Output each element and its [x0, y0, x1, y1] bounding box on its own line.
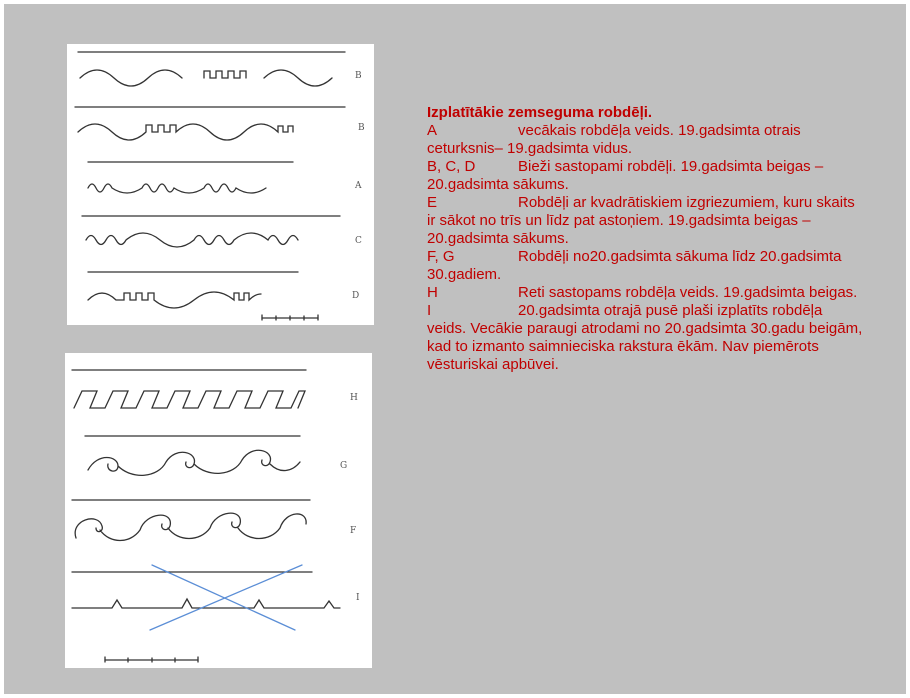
image-2 — [65, 353, 372, 668]
entry-text: Bieži sastopami robdēļi. 19.gadsimta bei… — [427, 158, 824, 193]
title: Izplatītākie zemseguma robdēļi. — [427, 104, 653, 121]
image-1-sketch — [74, 51, 346, 321]
entry: I 20.gadsimta otrajā pusē plaši izplatīts… — [427, 302, 863, 374]
entry-code: I — [427, 302, 432, 319]
cross-line — [149, 564, 303, 631]
entry: H Reti sastopams robdēļa veids. 19.gadsim… — [427, 284, 863, 302]
entry-text: vecākais robdēļa veids. 19.gadsimta otra… — [427, 122, 801, 157]
entry-text: Robdēļi no20.gadsimta sākuma līdz 20.gad… — [427, 248, 842, 283]
image-label: G — [340, 461, 347, 471]
entry-text: 20.gadsimta otrajā pusē plaši izplatīts … — [427, 302, 863, 373]
image-label: B — [358, 123, 365, 133]
image-label: A — [354, 181, 362, 191]
image-label: F — [350, 526, 356, 536]
slide: B B A C D H G F I — [4, 4, 906, 694]
image-2-sketch — [71, 369, 341, 663]
image-label: I — [356, 593, 360, 603]
entry-code: F, G — [427, 248, 455, 265]
entry: B, C, D Bieži sastopami robdēļi. 19.gadsi… — [427, 158, 863, 194]
entry-code: E — [427, 194, 438, 211]
image-label: D — [352, 291, 359, 301]
entry-code: H — [427, 284, 438, 301]
image-1 — [67, 44, 374, 325]
entry-text: Reti sastopams robdēļa veids. 19.gadsimt… — [518, 284, 858, 301]
entry: E Robdēļi ar kvadrātiskiem izgriezumiem, … — [427, 194, 863, 248]
drawings: B B A C D H G F I — [65, 44, 374, 668]
image-label: B — [355, 71, 362, 81]
image-label: C — [355, 236, 362, 246]
entry: F, G Robdēļi no20.gadsimta sākuma līdz 20… — [427, 248, 863, 284]
image-label: H — [350, 393, 358, 403]
entry-text: Robdēļi ar kvadrātiskiem izgriezumiem, k… — [427, 194, 855, 247]
cross-line — [151, 564, 296, 631]
entry-code: A — [427, 122, 438, 139]
entry-code: B, C, D — [427, 158, 476, 175]
